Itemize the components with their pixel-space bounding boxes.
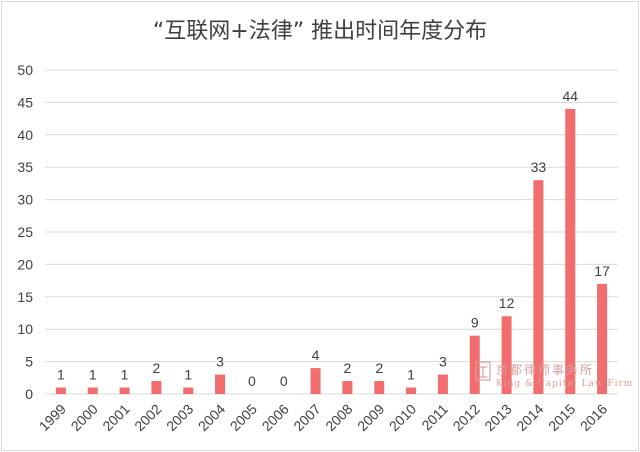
bar: [87, 387, 98, 394]
x-tick-label: 2010: [386, 401, 419, 434]
data-label: 9: [471, 315, 479, 331]
data-label: 3: [439, 354, 447, 370]
data-label: 0: [248, 373, 256, 389]
bar: [533, 180, 544, 394]
bar: [342, 381, 353, 394]
x-tick-label: 2012: [450, 401, 483, 434]
y-tick-label: 50: [17, 62, 33, 78]
chart-title: “互联网+法律” 推出时间年度分布: [153, 19, 487, 44]
x-tick-label: 2009: [354, 401, 387, 434]
y-tick-label: 30: [17, 192, 33, 208]
y-tick-label: 40: [17, 127, 33, 143]
data-label: 33: [531, 159, 547, 175]
data-label: 2: [344, 360, 352, 376]
y-tick-label: 10: [17, 321, 33, 337]
x-tick-label: 2011: [418, 401, 451, 434]
y-tick-label: 5: [25, 354, 33, 370]
data-label: 3: [216, 354, 224, 370]
x-tick-label: 2006: [259, 401, 292, 434]
grid-lines: [45, 69, 618, 395]
watermark: 京都律师事务所 King & Capital Law Firm: [475, 361, 633, 389]
x-tick-label: 2016: [577, 401, 610, 434]
bar: [215, 374, 226, 394]
data-label: 1: [407, 367, 415, 383]
x-tick-label: 2015: [545, 401, 578, 434]
y-axis-tick-labels: 0 5 10 15 20 25 30 35 40 45 50: [17, 62, 33, 402]
data-label: 2: [153, 360, 161, 376]
x-tick-label: 2002: [131, 401, 164, 434]
data-label: 1: [57, 367, 65, 383]
x-tick-label: 2007: [290, 401, 323, 434]
y-tick-label: 15: [17, 289, 33, 305]
data-label: 17: [594, 263, 610, 279]
x-tick-label: 2001: [99, 401, 132, 434]
x-tick-label: 2014: [513, 401, 546, 434]
data-label: 0: [280, 373, 288, 389]
bar: [151, 381, 162, 394]
watermark-chinese: 京都律师事务所: [496, 362, 594, 377]
bars: [55, 108, 608, 394]
bar: [119, 387, 130, 394]
y-tick-label: 45: [17, 94, 33, 110]
bar: [437, 374, 448, 394]
data-label: 12: [499, 295, 515, 311]
bar: [597, 283, 608, 394]
bar: [469, 335, 480, 394]
x-tick-label: 2000: [68, 401, 101, 434]
data-label: 2: [375, 360, 383, 376]
y-tick-label: 25: [17, 224, 33, 240]
data-label: 1: [89, 367, 97, 383]
bar: [565, 108, 576, 394]
x-tick-label: 2008: [322, 401, 355, 434]
x-axis-tick-labels: 1999200020012002200320042005200620072008…: [36, 401, 611, 434]
x-tick-label: 2005: [227, 401, 260, 434]
bar: [374, 381, 385, 394]
x-tick-label: 2004: [195, 401, 228, 434]
bar: [406, 387, 417, 394]
bar: [55, 387, 66, 394]
data-label: 44: [562, 88, 578, 104]
watermark-logo: [475, 361, 491, 381]
bar: [310, 368, 321, 394]
x-tick-label: 2013: [481, 401, 514, 434]
bar: [501, 316, 512, 394]
y-tick-label: 20: [17, 256, 33, 272]
x-tick-label: 1999: [36, 401, 69, 434]
y-tick-label: 35: [17, 159, 33, 175]
watermark-english: King & Capital Law Firm: [496, 379, 633, 389]
data-label: 4: [312, 347, 320, 363]
x-tick-label: 2003: [163, 401, 196, 434]
data-label: 1: [184, 367, 192, 383]
bar: [183, 387, 194, 394]
y-tick-label: 0: [25, 386, 33, 402]
data-label: 1: [121, 367, 129, 383]
